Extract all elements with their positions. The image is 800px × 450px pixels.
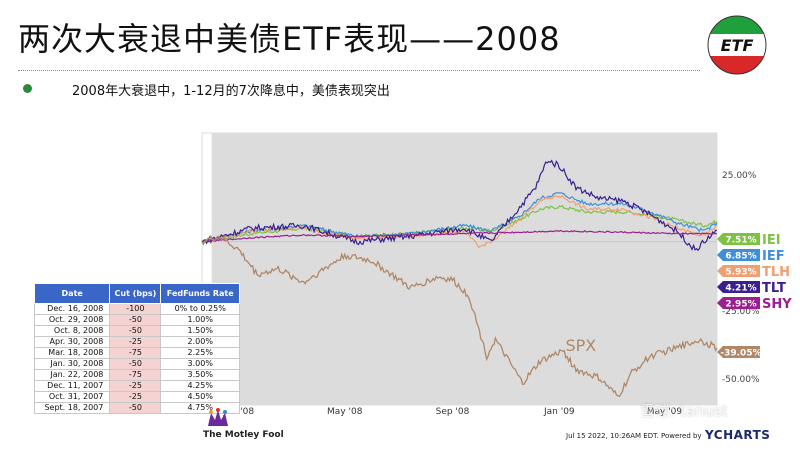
table-cell-date: Jan. 30, 2008 xyxy=(33,358,111,370)
end-label-tag xyxy=(717,281,760,293)
table-row: Jan. 22, 2008 -75 3.50% xyxy=(33,369,240,381)
table-cell-date: Oct. 29, 2008 xyxy=(33,314,111,326)
table-cell-rate: 4.25% xyxy=(160,380,240,392)
table-cell-rate: 1.00% xyxy=(160,314,240,326)
ycharts-logo: YCHARTS xyxy=(705,428,771,442)
table-cell-rate: 1.50% xyxy=(160,325,240,337)
table-header-0: Date xyxy=(33,283,111,304)
table-cell-date: Jan. 22, 2008 xyxy=(33,369,111,381)
y-tick-label: -25.00% xyxy=(722,307,760,317)
table-cell-rate: 2.25% xyxy=(160,347,240,359)
y-tick-label: 25.00% xyxy=(722,171,757,181)
end-label-value: -39.05% xyxy=(720,349,761,359)
table-cell-cut: -25 xyxy=(109,380,162,392)
table-cell-date: Dec. 16, 2008 xyxy=(33,303,111,315)
etf-logo: ETF xyxy=(707,15,767,75)
end-label-tag xyxy=(717,249,760,261)
table-header-2: FedFunds Rate xyxy=(160,283,240,304)
legend-name: TLH xyxy=(762,265,790,280)
legend-name: TLT xyxy=(762,281,786,296)
legend-name: IEI xyxy=(762,233,781,248)
table-body: Dec. 16, 2008 -100 0% to 0.25% Oct. 29, 200… xyxy=(33,303,240,414)
x-tick-label: Sep '08 xyxy=(436,407,470,417)
table-cell-rate: 3.50% xyxy=(160,369,240,381)
x-tick-label: May '09 xyxy=(647,407,683,417)
x-tick-label: May '08 xyxy=(327,407,363,417)
table-cell-rate: 0% to 0.25% xyxy=(160,303,240,315)
rate-cut-table: Date Cut (bps) FedFunds Rate Dec. 16, 2008… xyxy=(33,283,240,414)
series-line-tlt xyxy=(201,159,718,252)
end-label-value: 6.85% xyxy=(725,252,756,262)
table-cell-cut: -100 xyxy=(109,303,162,315)
table-cell-cut: -50 xyxy=(109,358,162,370)
table-cell-cut: -50 xyxy=(109,314,162,326)
logo-text: ETF xyxy=(721,36,754,55)
end-label-value: 7.51% xyxy=(725,236,756,246)
y-tick-label: -50.00% xyxy=(722,375,760,385)
y-axis-ticks: 25.00% -25.00% -50.00% xyxy=(722,171,760,385)
end-label-tag xyxy=(717,346,760,358)
end-label-tag xyxy=(717,233,760,245)
series-lines xyxy=(201,159,718,398)
end-label-shy: 2.95% SHY xyxy=(717,297,792,312)
end-label-tlh: 5.93% TLH xyxy=(717,265,790,280)
table-row: Mar. 18, 2008 -75 2.25% xyxy=(33,347,240,359)
end-label-tag xyxy=(717,297,760,309)
end-label-iei: 7.51% IEI xyxy=(717,233,781,248)
table-cell-date: Mar. 18, 2008 xyxy=(33,347,111,359)
bullet-text: 2008年大衰退中，1-12月的7次降息中，美债表现突出 xyxy=(72,84,390,99)
end-label-ief: 6.85% IEF xyxy=(717,249,785,264)
plot-shade xyxy=(211,133,718,405)
legend-name: IEF xyxy=(762,249,785,264)
table-row: Dec. 16, 2008 -100 0% to 0.25% xyxy=(33,303,240,315)
table-row: Jan. 30, 2008 -50 3.00% xyxy=(33,358,240,370)
table-cell-cut: -50 xyxy=(109,325,162,337)
table-cell-rate: 4.50% xyxy=(160,391,240,403)
table-cell-cut: -25 xyxy=(109,391,162,403)
timestamp-text: Jul 15 2022, 10:26AM EDT. Powered by xyxy=(566,432,702,440)
table-cell-date: Oct. 31, 2007 xyxy=(33,391,111,403)
spx-annotation: SPX xyxy=(565,336,596,355)
table-cell-rate: 3.00% xyxy=(160,358,240,370)
end-labels: 7.51% IEI 6.85% IEF 5.93% TLH 4.21% TLT 2.95% SHY… xyxy=(717,233,792,359)
jester-hat-icon xyxy=(208,408,228,426)
table-row: Oct. 8, 2008 -50 1.50% xyxy=(33,325,240,337)
watermark: 雪球: tanust xyxy=(640,402,728,420)
table-row: Sept. 18, 2007 -50 4.75% xyxy=(33,402,240,414)
series-line-tlh xyxy=(201,194,718,249)
table-cell-date: Oct. 8, 2008 xyxy=(33,325,111,337)
table-row: Oct. 31, 2007 -25 4.50% xyxy=(33,391,240,403)
series-line-spx xyxy=(201,234,718,398)
table-header-row: Date Cut (bps) FedFunds Rate xyxy=(33,283,240,304)
table-cell-date: Sept. 18, 2007 xyxy=(33,402,111,414)
end-label-tag xyxy=(717,265,760,277)
page-title: 两次大衰退中美债ETF表现——2008 xyxy=(18,20,561,58)
end-label-value: 5.93% xyxy=(725,268,756,278)
table-cell-cut: -75 xyxy=(109,347,162,359)
motley-fool-logo: The Motley Fool xyxy=(203,430,284,440)
table-row: Dec. 11, 2007 -25 4.25% xyxy=(33,380,240,392)
series-line-shy xyxy=(201,229,718,243)
end-label-value: 2.95% xyxy=(725,300,756,310)
table-cell-cut: -25 xyxy=(109,336,162,348)
table-row: Apr. 30, 2008 -25 2.00% xyxy=(33,336,240,348)
bullet-dot xyxy=(23,84,32,93)
title-divider xyxy=(18,70,700,71)
end-label-tlt: 4.21% TLT xyxy=(717,281,786,296)
table-cell-rate: 4.75% xyxy=(160,402,240,414)
table-cell-cut: -75 xyxy=(109,369,162,381)
end-label-value: 4.21% xyxy=(725,284,756,294)
table-header-1: Cut (bps) xyxy=(109,283,162,304)
table-cell-date: Apr. 30, 2008 xyxy=(33,336,111,348)
end-label-spx: -39.05% xyxy=(717,346,762,359)
table-cell-rate: 2.00% xyxy=(160,336,240,348)
legend-name: SHY xyxy=(762,297,792,312)
x-tick-label: Jan '09 xyxy=(543,407,575,417)
table-row: Oct. 29, 2008 -50 1.00% xyxy=(33,314,240,326)
table-cell-cut: -50 xyxy=(109,402,162,414)
table-cell-date: Dec. 11, 2007 xyxy=(33,380,111,392)
